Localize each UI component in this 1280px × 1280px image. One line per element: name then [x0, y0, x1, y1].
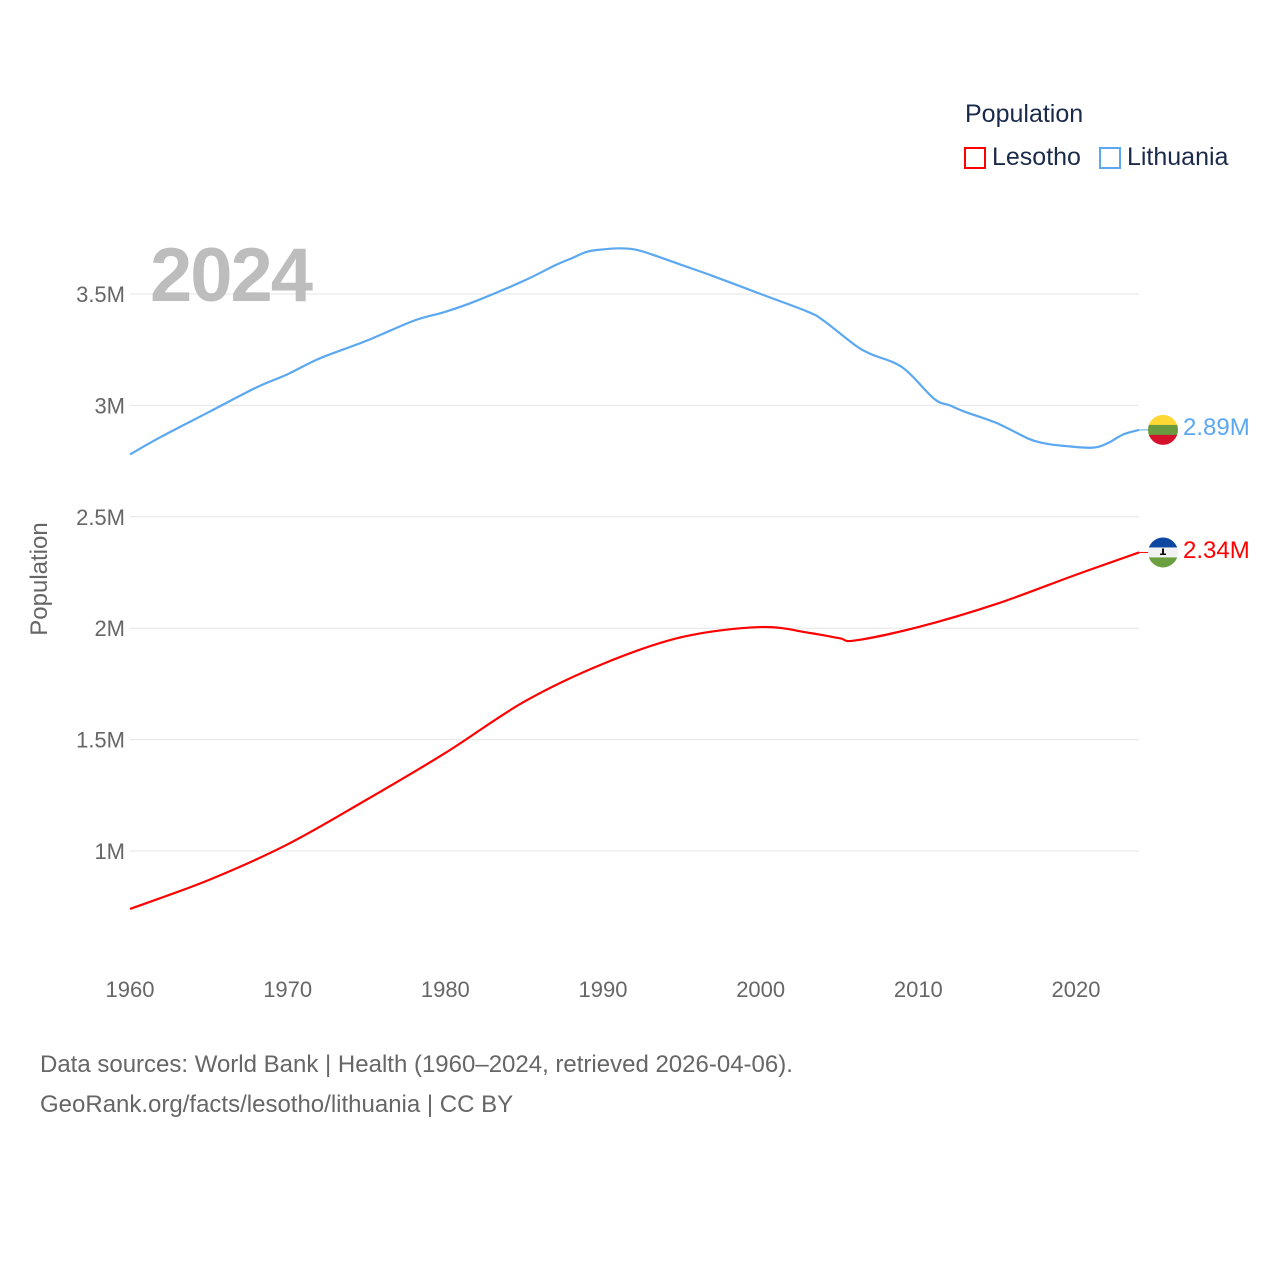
x-tick-label: 2000: [736, 977, 785, 1002]
series-line-lesotho: [129, 551, 1140, 910]
y-tick-label: 2.5M: [76, 505, 125, 530]
series-line-lithuania: [129, 247, 1140, 456]
source-note: Data sources: World Bank | Health (1960–…: [40, 1045, 793, 1125]
y-tick-label: 1.5M: [76, 728, 125, 753]
legend-item-lesotho[interactable]: Lesotho: [964, 143, 1081, 172]
legend: Lesotho Lithuania: [964, 143, 1228, 172]
legend-label-lithuania: Lithuania: [1126, 143, 1229, 171]
end-label-lithuania: 2.89M: [1183, 414, 1250, 441]
source-line-2[interactable]: GeoRank.org/facts/lesotho/lithuania | CC…: [40, 1091, 514, 1118]
legend-title: Population: [965, 100, 1084, 128]
lithuania-flag-icon: [1148, 414, 1178, 445]
legend-swatch-lesotho: [964, 146, 986, 169]
legend-swatch-lithuania: [1098, 146, 1121, 169]
legend-item-lithuania[interactable]: Lithuania: [1098, 143, 1229, 172]
x-tick-label: 2010: [894, 977, 943, 1002]
lesotho-flag-icon: [1148, 537, 1178, 568]
x-tick-label: 1990: [579, 977, 628, 1002]
y-tick-label: 1M: [94, 839, 125, 864]
year-annotation: 2024: [150, 233, 313, 318]
end-label-lesotho: 2.34M: [1183, 537, 1250, 564]
source-line-1: Data sources: World Bank | Health (1960–…: [40, 1051, 793, 1078]
y-tick-label: 2M: [94, 616, 125, 641]
y-tick-label: 3M: [94, 393, 125, 418]
x-tick-label: 1980: [421, 977, 470, 1002]
legend-label-lesotho: Lesotho: [992, 143, 1081, 171]
x-tick-label: 2020: [1052, 977, 1101, 1002]
y-axis-label: Population: [26, 522, 53, 636]
x-tick-label: 1960: [106, 977, 155, 1002]
x-tick-label: 1970: [263, 977, 312, 1002]
y-tick-label: 3.5M: [76, 282, 125, 307]
